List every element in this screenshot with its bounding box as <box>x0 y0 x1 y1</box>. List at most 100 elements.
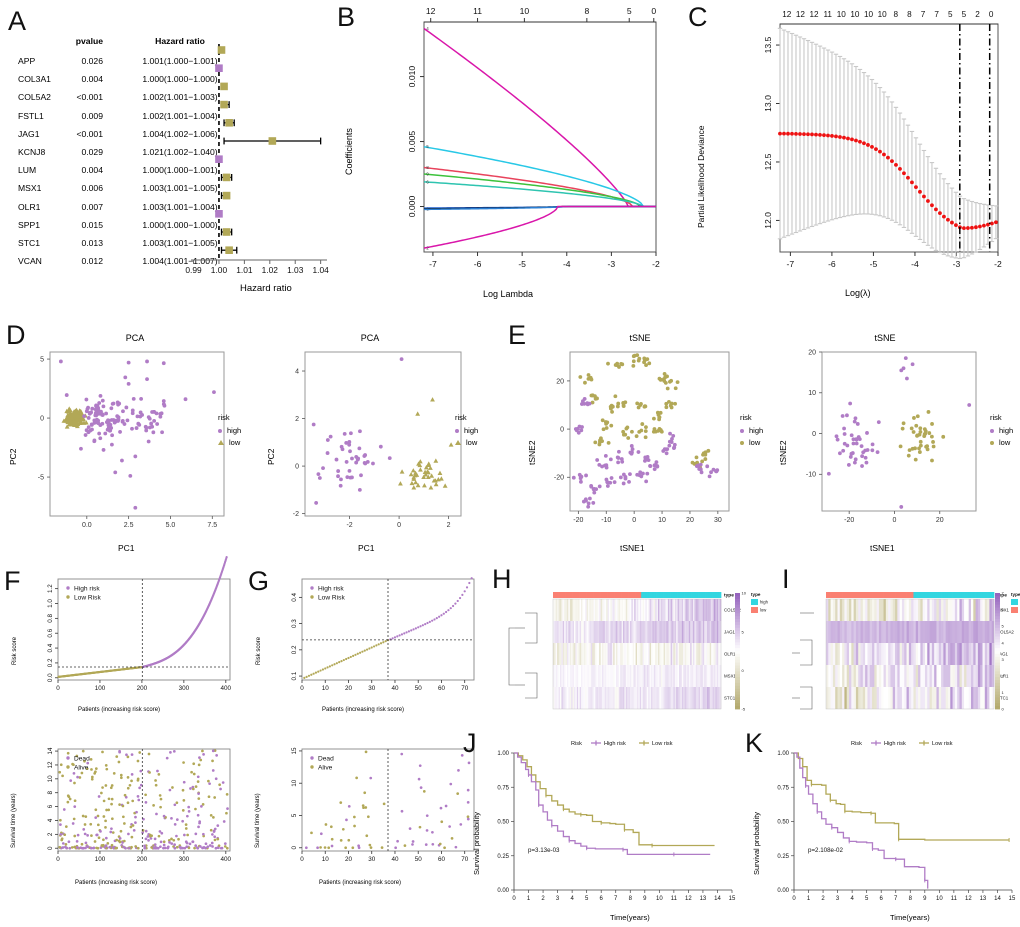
panel-e-plot1-ylabel: tSNE2 <box>527 440 537 465</box>
svg-text:15: 15 <box>291 747 298 755</box>
svg-text:0.75: 0.75 <box>777 785 789 791</box>
svg-text:8: 8 <box>584 6 589 16</box>
svg-text:Alive: Alive <box>74 765 89 772</box>
svg-text:-20: -20 <box>844 517 854 524</box>
forest-hr-col5a2: 1.002(1.001−1.003) <box>142 92 218 103</box>
svg-text:-4: -4 <box>911 259 919 269</box>
svg-text:0: 0 <box>989 10 994 19</box>
svg-text:Dead: Dead <box>74 756 90 763</box>
panel-k: 0 1 2 3 4 5 6 7 8 9 10 11 12 13 14 15 0.00 0.25 0.50 0.75 1.… <box>740 725 1020 925</box>
legend: risk high low <box>990 413 1013 447</box>
svg-text:6: 6 <box>1002 607 1005 612</box>
svg-text:1.2: 1.2 <box>47 584 54 593</box>
svg-text:5: 5 <box>40 356 44 363</box>
forest-gene-kcnj8: KCNJ8 <box>18 147 46 157</box>
svg-text:-7: -7 <box>429 259 437 269</box>
svg-text:14: 14 <box>47 747 54 755</box>
svg-text:type: type <box>1011 592 1020 597</box>
panel-k-ylabel: Survival probability <box>752 812 761 875</box>
svg-text:100: 100 <box>95 685 106 692</box>
svg-text:5: 5 <box>962 10 967 19</box>
svg-text:1.04: 1.04 <box>312 265 329 275</box>
panel-a: pvalue Hazard ratio APP 0.026 1.001(1.000−1.… <box>0 0 330 310</box>
svg-text:2: 2 <box>447 522 451 529</box>
svg-text:100: 100 <box>95 856 106 863</box>
forest-pvalue-app: 0.026 <box>81 56 103 66</box>
forest-gene-col3a1: COL3A1 <box>18 74 51 85</box>
svg-text:type: type <box>724 593 734 599</box>
legend-label: high <box>464 426 479 435</box>
svg-text:-5: -5 <box>742 707 746 712</box>
svg-text:13.5: 13.5 <box>763 36 773 53</box>
forest-hr-col3a1: 1.000(1.000−1.000) <box>142 74 218 85</box>
svg-text:4: 4 <box>426 26 429 31</box>
legend-marker <box>218 428 222 433</box>
svg-text:200: 200 <box>137 685 148 692</box>
svg-text:-20: -20 <box>554 475 564 482</box>
panel-h-label: H <box>492 564 512 594</box>
svg-text:0.50: 0.50 <box>777 820 789 826</box>
legend-marker <box>990 440 994 445</box>
svg-text:12: 12 <box>782 10 792 19</box>
svg-text:0.6: 0.6 <box>47 628 54 637</box>
panel-e-plot2-legend: risk high low <box>990 413 1013 450</box>
svg-text:10: 10 <box>837 10 847 19</box>
svg-text:Risk: Risk <box>571 741 582 747</box>
svg-text:0: 0 <box>560 426 564 433</box>
svg-text:-20: -20 <box>573 517 583 524</box>
svg-text:1.02: 1.02 <box>262 265 279 275</box>
svg-text:50: 50 <box>415 685 423 692</box>
svg-text:Alive: Alive <box>318 765 333 772</box>
svg-text:MSX1: MSX1 <box>724 674 737 679</box>
panel-f-surv-ylabel: Survival time (years) <box>11 793 17 848</box>
panel-k-label: K <box>745 728 764 758</box>
forest-hr-app: 1.001(1.000−1.001) <box>142 56 218 66</box>
legend-label: high <box>749 426 764 435</box>
svg-text:12: 12 <box>796 10 806 19</box>
svg-text:4: 4 <box>1002 640 1005 645</box>
forest-pvalue-msx1: 0.006 <box>81 183 103 194</box>
svg-text:0: 0 <box>512 896 516 902</box>
svg-text:14: 14 <box>994 896 1001 902</box>
panel-h: type COL5A2 JAG1 OLR1 MSX1 STC1 10 5 0 -5 type high… <box>485 565 780 725</box>
panel-g-risk-xlabel: Patients (increasing risk score) <box>322 707 405 713</box>
svg-text:4: 4 <box>850 896 854 902</box>
svg-text:0: 0 <box>56 856 60 863</box>
svg-text:20: 20 <box>556 378 564 385</box>
svg-text:1.03: 1.03 <box>287 265 304 275</box>
svg-text:low: low <box>760 608 767 613</box>
svg-text:-2: -2 <box>994 259 1002 269</box>
svg-text:6: 6 <box>47 804 54 808</box>
legend: risk high low <box>218 413 241 447</box>
panel-f-label: F <box>4 566 21 596</box>
svg-text:300: 300 <box>179 856 190 863</box>
svg-text:2: 2 <box>426 246 429 251</box>
svg-text:40: 40 <box>391 685 399 692</box>
panel-d-plot1-xlabel: PC1 <box>118 543 135 553</box>
svg-text:2: 2 <box>541 896 545 902</box>
forest-gene-col5a2: COL5A2 <box>18 92 51 103</box>
legend-item-high: high <box>990 426 1013 435</box>
svg-text:0.1: 0.1 <box>291 671 298 680</box>
legend-label: high <box>227 426 242 435</box>
svg-text:5: 5 <box>948 10 953 19</box>
forest-hr-spp1: 1.000(1.000−1.000) <box>142 219 218 230</box>
svg-text:0: 0 <box>792 896 796 902</box>
svg-text:20: 20 <box>686 517 694 524</box>
svg-text:Low risk: Low risk <box>932 741 953 747</box>
panel-g-risk-ylabel: Risk score <box>256 636 262 665</box>
svg-text:Low Risk: Low Risk <box>318 595 345 602</box>
svg-text:0.8: 0.8 <box>47 613 54 622</box>
svg-text:10: 10 <box>656 896 663 902</box>
svg-text:2: 2 <box>47 832 54 836</box>
svg-text:0.25: 0.25 <box>777 854 789 860</box>
panel-d-plot2-xlabel: PC1 <box>358 543 375 553</box>
svg-text:11: 11 <box>473 6 482 16</box>
panel-i: typeMSX1COL5A2JAG1OLR1STC176543210typehi… <box>780 565 1020 725</box>
svg-text:10: 10 <box>291 779 298 787</box>
svg-text:30: 30 <box>368 856 376 863</box>
svg-text:0: 0 <box>40 415 44 422</box>
svg-text:JAG1: JAG1 <box>997 652 1009 657</box>
legend: risk high low <box>455 413 478 447</box>
panel-d-plot1-title: PCA <box>125 333 145 343</box>
